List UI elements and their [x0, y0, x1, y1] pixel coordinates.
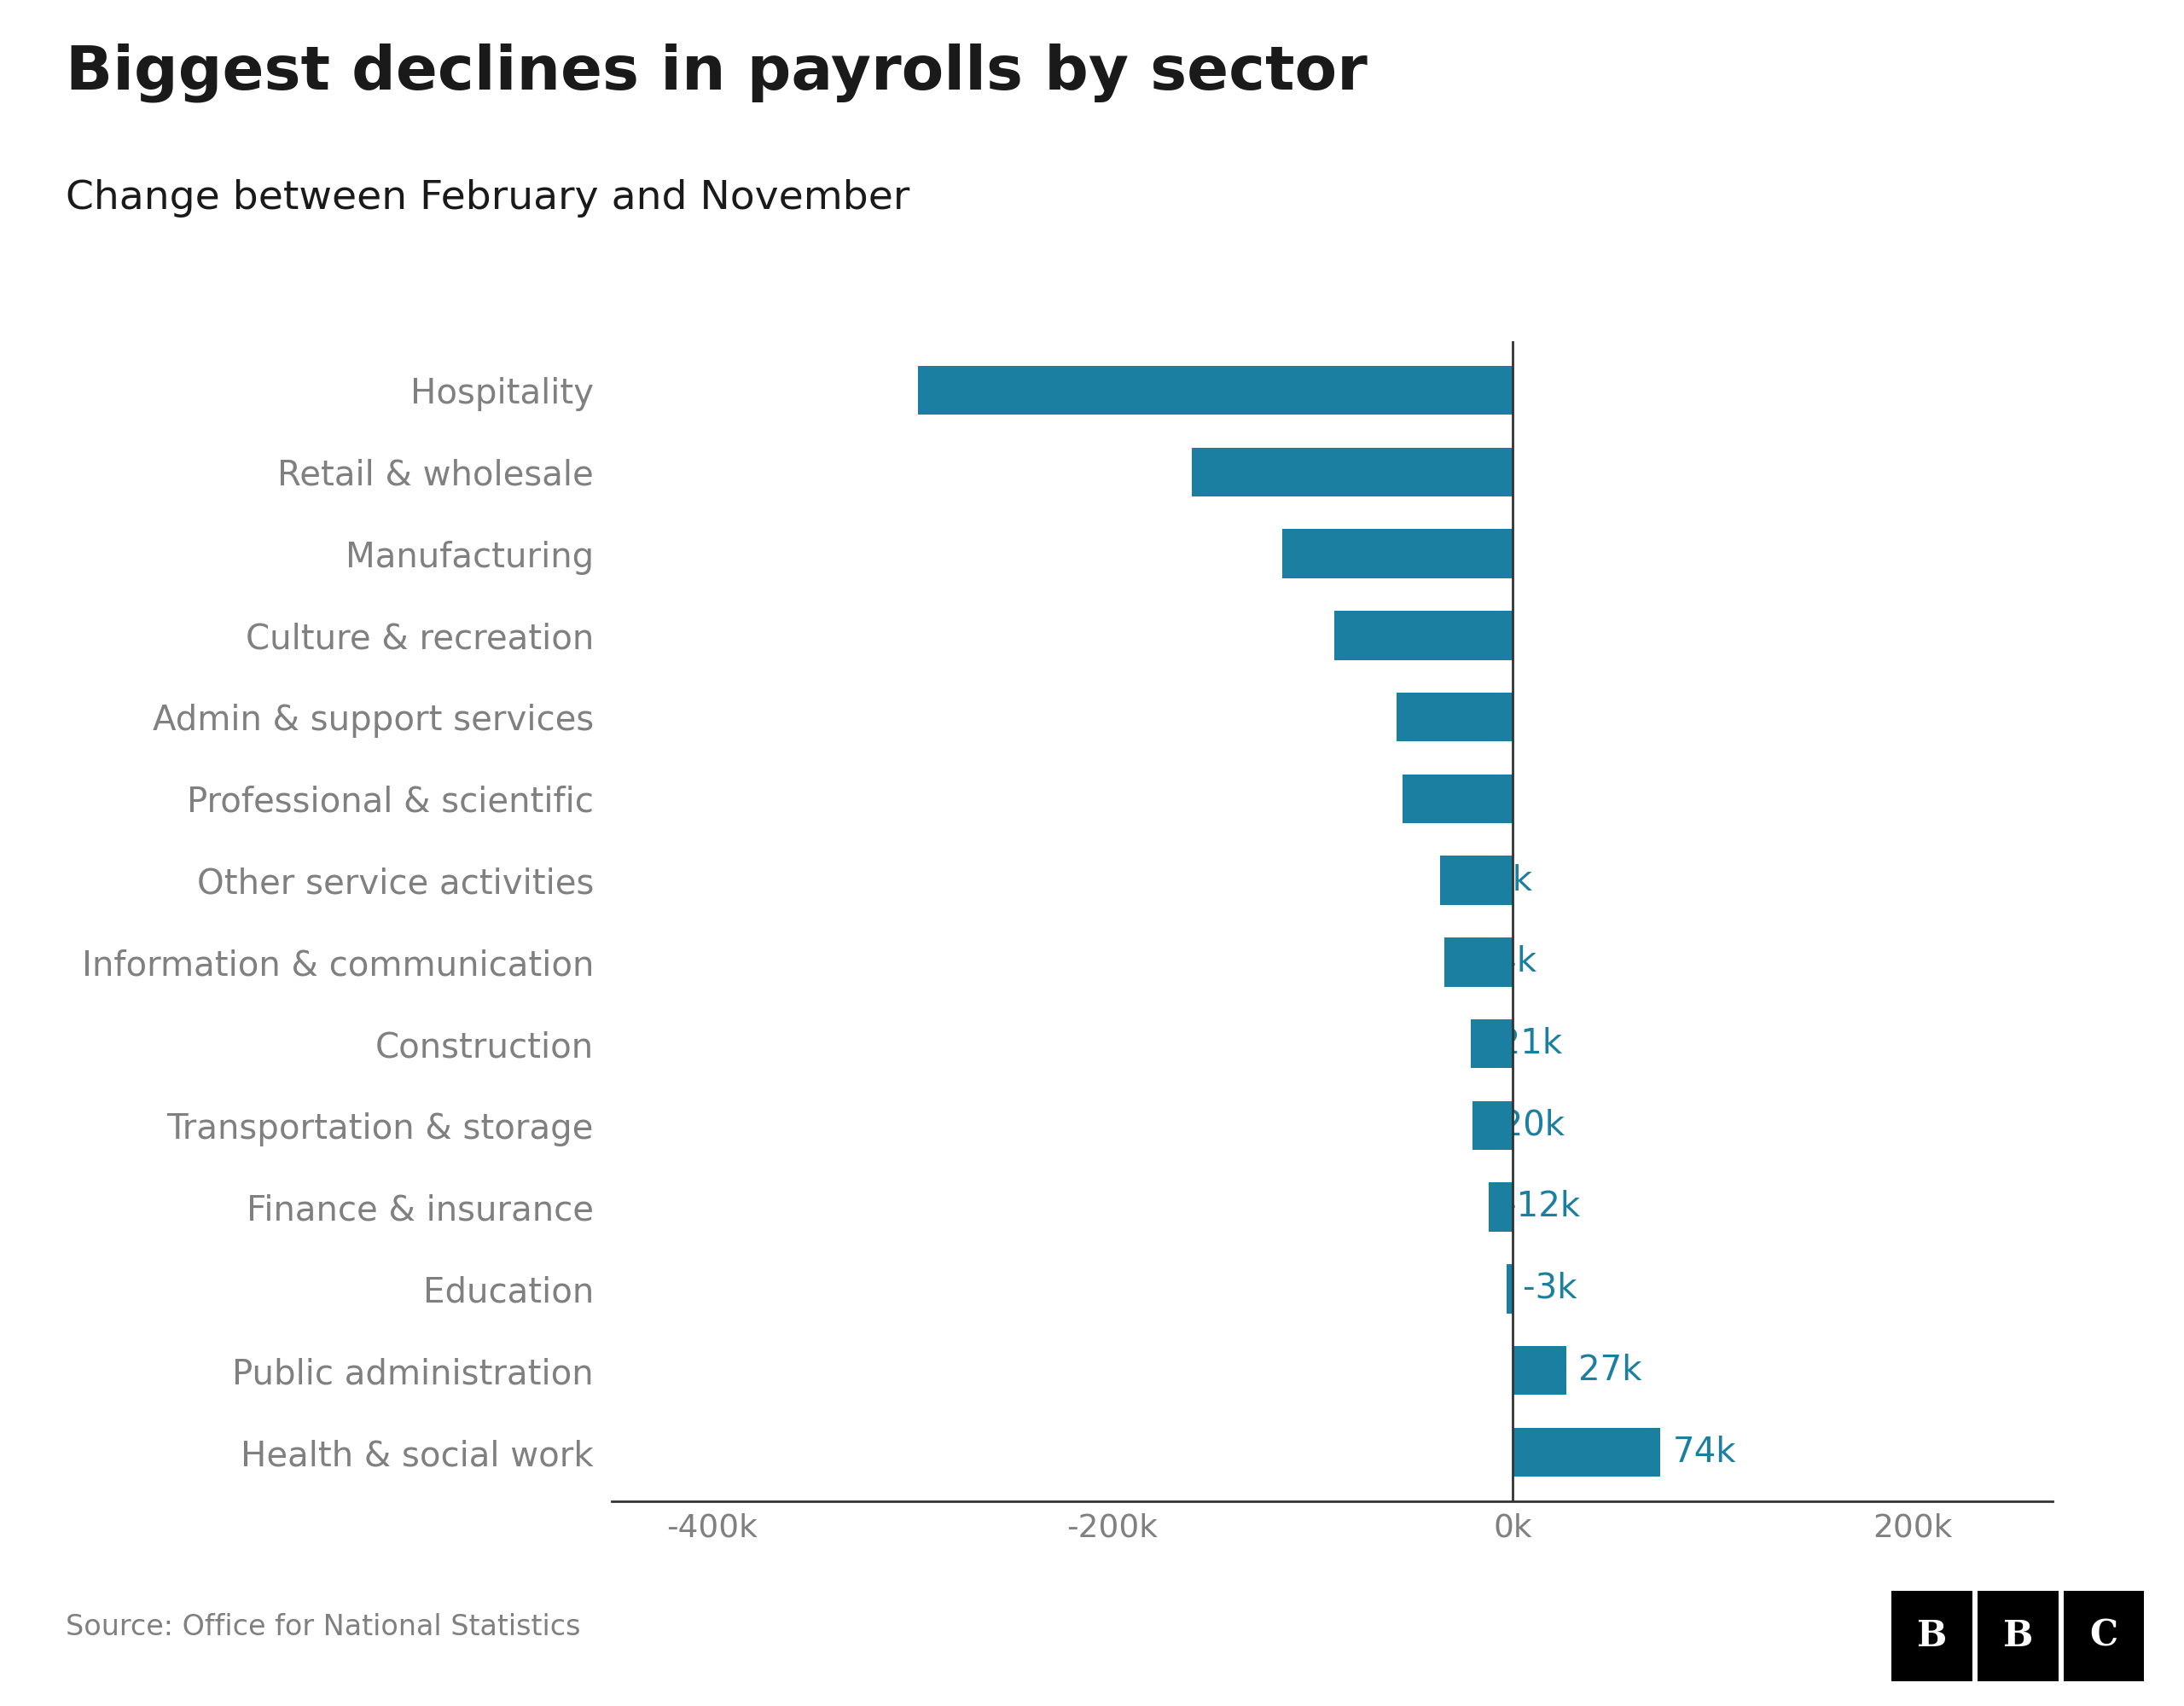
Bar [1514, 1346, 1566, 1396]
Text: -20k: -20k [1489, 1109, 1564, 1143]
Text: Change between February and November: Change between February and November [66, 179, 909, 217]
Bar [1282, 529, 1514, 578]
Text: -58k: -58k [1413, 699, 1487, 734]
Text: -34k: -34k [1461, 945, 1535, 979]
Bar [1514, 1428, 1660, 1477]
Bar [1192, 447, 1514, 496]
Bar [1472, 1100, 1514, 1150]
Text: -115k: -115k [1297, 537, 1396, 572]
Bar [1334, 611, 1514, 660]
Text: -36k: -36k [1457, 863, 1533, 897]
Text: B: B [2003, 1617, 2033, 1655]
FancyBboxPatch shape [2064, 1590, 2145, 1682]
Text: Biggest declines in payrolls by sector: Biggest declines in payrolls by sector [66, 43, 1367, 102]
Text: Source: Office for National Statistics: Source: Office for National Statistics [66, 1614, 581, 1641]
Bar [1441, 856, 1514, 904]
Text: 27k: 27k [1579, 1353, 1642, 1387]
FancyBboxPatch shape [1891, 1590, 1972, 1682]
Text: C: C [2090, 1617, 2118, 1655]
FancyBboxPatch shape [1979, 1590, 2057, 1682]
Bar [1470, 1018, 1514, 1068]
Text: -89k: -89k [1350, 618, 1426, 652]
Bar [1444, 938, 1514, 986]
Text: -21k: -21k [1487, 1027, 1562, 1061]
Text: -3k: -3k [1522, 1271, 1577, 1305]
Text: 74k: 74k [1673, 1435, 1736, 1469]
Text: -55k: -55k [1417, 781, 1494, 815]
Text: -12k: -12k [1505, 1191, 1581, 1225]
Text: -160k: -160k [1208, 456, 1306, 490]
Bar [917, 365, 1514, 415]
Text: -297k: -297k [935, 374, 1031, 408]
Bar [1402, 775, 1514, 824]
Bar [1396, 693, 1514, 742]
Text: B: B [1918, 1617, 1948, 1655]
Bar [1489, 1182, 1514, 1232]
Bar [1507, 1264, 1514, 1314]
